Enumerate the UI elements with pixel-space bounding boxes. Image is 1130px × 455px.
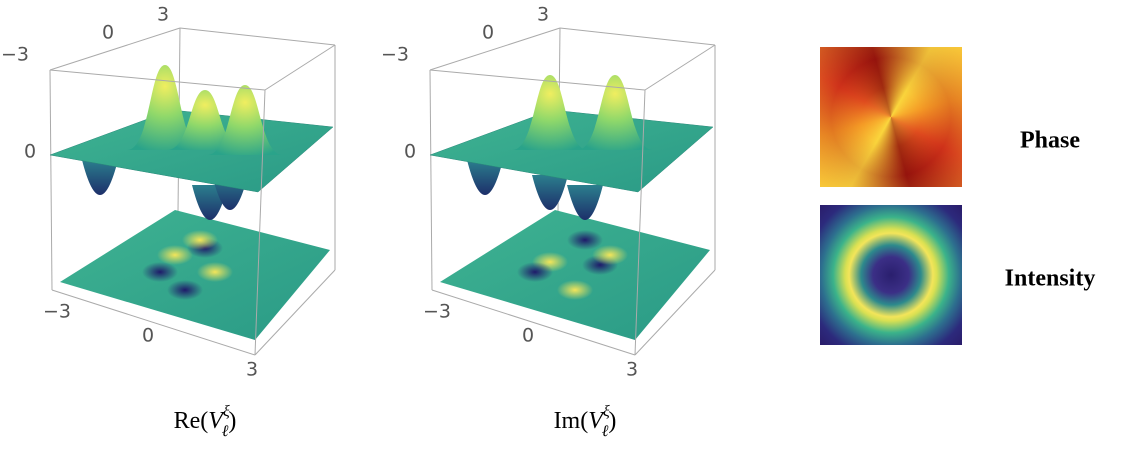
- box-edge: [644, 44, 716, 91]
- projection-lobe: [557, 280, 593, 300]
- intensity-map: [820, 205, 962, 345]
- projection-lobe: [142, 262, 178, 282]
- projection-lobe: [592, 245, 628, 265]
- map-label: Intensity: [1005, 266, 1096, 292]
- caption-superscript: ξ: [603, 403, 610, 420]
- box-edge: [431, 289, 636, 356]
- map-label: Phase: [1020, 128, 1080, 154]
- caption-prefix: Im(: [554, 408, 589, 434]
- box-edge: [634, 269, 716, 356]
- surface-dip: [532, 175, 568, 210]
- box-edge: [634, 89, 646, 356]
- box-edge: [51, 289, 256, 356]
- projection-lobe: [197, 262, 233, 282]
- top-tick-label: −3: [1, 44, 29, 66]
- bottom-tick-label: −3: [43, 301, 71, 323]
- phase-map: [820, 47, 962, 187]
- box-edge: [254, 269, 336, 356]
- box-edge: [264, 44, 336, 91]
- caption-suffix: ): [228, 408, 236, 434]
- box-edge: [179, 27, 336, 46]
- top-tick-label: −3: [381, 44, 409, 66]
- surface-dip: [467, 160, 503, 195]
- surface-peak: [207, 85, 283, 155]
- box-edge: [429, 27, 561, 71]
- projection-lobe: [157, 245, 193, 265]
- box-edge: [254, 89, 266, 356]
- box-edge: [49, 69, 266, 91]
- bottom-tick-label: 3: [246, 359, 258, 381]
- caption-symbol: V: [588, 408, 605, 434]
- bottom-tick-label: 0: [142, 325, 154, 347]
- side-tick-label: 0: [404, 141, 416, 163]
- top-tick-label: 0: [482, 22, 494, 44]
- box-edge: [429, 69, 646, 91]
- caption: Re(Vξ ℓ): [174, 403, 237, 440]
- surface-peak: [167, 90, 243, 150]
- projection-lobe: [567, 230, 603, 250]
- surface-dip: [82, 160, 118, 195]
- projection-lobe: [182, 230, 218, 250]
- caption-symbol: V: [208, 408, 225, 434]
- caption-superscript: ξ: [223, 403, 230, 420]
- projection-lobe: [517, 262, 553, 282]
- top-tick-label: 3: [157, 4, 169, 26]
- bottom-tick-label: 3: [626, 359, 638, 381]
- surface-plot: −3 0 3 0 −3 0 3 Re(Vξ ℓ): [1, 4, 336, 440]
- surface-peak: [577, 75, 653, 150]
- box-edge: [49, 27, 181, 71]
- surface-peak: [127, 65, 203, 150]
- top-tick-label: 0: [102, 22, 114, 44]
- surface-dip: [567, 185, 603, 220]
- caption-suffix: ): [608, 408, 616, 434]
- box-edge: [49, 69, 53, 291]
- caption-subscript: ℓ: [222, 423, 229, 440]
- caption-subscript: ℓ: [602, 423, 609, 440]
- side-tick-label: 0: [24, 141, 36, 163]
- bottom-plane: [60, 210, 330, 340]
- phase-shading: [820, 47, 962, 187]
- bottom-tick-label: −3: [423, 301, 451, 323]
- box-edge: [429, 69, 433, 291]
- zero-plane: [429, 109, 714, 193]
- caption: Im(Vξ ℓ): [554, 403, 617, 440]
- top-tick-label: 3: [537, 4, 549, 26]
- projection-lobe: [167, 280, 203, 300]
- bottom-plane: [440, 210, 710, 340]
- surface-peak: [512, 75, 588, 150]
- surface-plot: −3 0 3 0 −3 0 3 Im(Vξ ℓ): [381, 4, 716, 440]
- bottom-tick-label: 0: [522, 325, 534, 347]
- caption-prefix: Re(: [174, 408, 209, 434]
- box-edge: [559, 27, 716, 46]
